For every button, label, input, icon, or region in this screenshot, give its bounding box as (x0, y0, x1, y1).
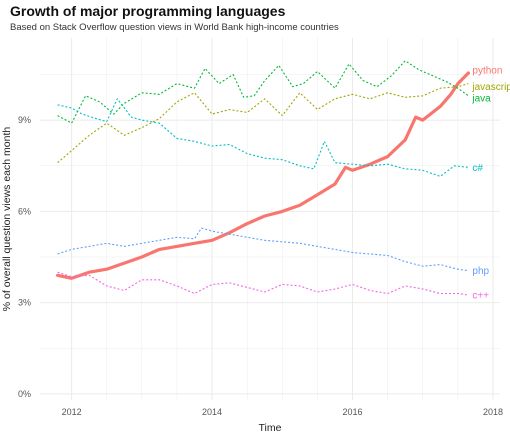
series-label-java: java (471, 93, 491, 104)
series-lines (56, 60, 470, 296)
series-line-c- (57, 98, 469, 177)
x-tick-label: 2016 (343, 407, 363, 417)
series-line-python (56, 71, 470, 280)
chart-title: Growth of major programming languages (10, 3, 286, 19)
x-tick-label: 2018 (483, 407, 503, 417)
y-axis-label: % of overall question views each month (1, 127, 13, 312)
y-tick-label: 9% (18, 115, 31, 125)
grid (40, 38, 500, 400)
series-label-javascript: javascript (471, 82, 510, 93)
x-tick-label: 2012 (62, 407, 82, 417)
series-line-javascript (57, 83, 469, 164)
x-axis-label: Time (259, 422, 282, 434)
series-label-c-: c++ (472, 291, 489, 302)
y-tick-label: 0% (18, 389, 31, 399)
x-tick-label: 2014 (202, 407, 222, 417)
chart-subtitle: Based on Stack Overflow question views i… (10, 22, 339, 33)
series-line-java (57, 60, 469, 124)
series-label-php: php (472, 266, 489, 277)
y-tick-label: 6% (18, 206, 31, 216)
series-labels: python javascriptjava c# php c++ (471, 65, 510, 301)
series-label-python: python (472, 65, 502, 76)
tick-labels: 2012 2014 2016 2018 0% 3% 6% 9% (18, 115, 503, 417)
series-label-c-: c# (472, 163, 483, 174)
y-tick-label: 3% (18, 298, 31, 308)
series-line-c- (57, 271, 469, 296)
